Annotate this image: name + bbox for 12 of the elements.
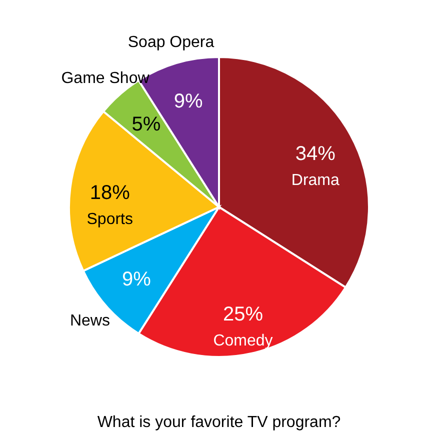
slice-label: Drama xyxy=(291,172,340,190)
data-label: 5% xyxy=(132,113,161,136)
data-label: 18% xyxy=(90,182,130,204)
slice-label: Soap Opera xyxy=(128,34,214,51)
text: What is your favorite TV program? xyxy=(97,414,341,431)
data-label: 9% xyxy=(174,90,203,112)
data-label: 25% xyxy=(222,303,264,326)
slice-label: News xyxy=(70,312,110,330)
data-label: 9% xyxy=(122,268,152,291)
slice-label: Sports xyxy=(86,211,133,228)
slice-label: Comedy xyxy=(213,332,273,350)
data-label: 34% xyxy=(295,143,336,166)
